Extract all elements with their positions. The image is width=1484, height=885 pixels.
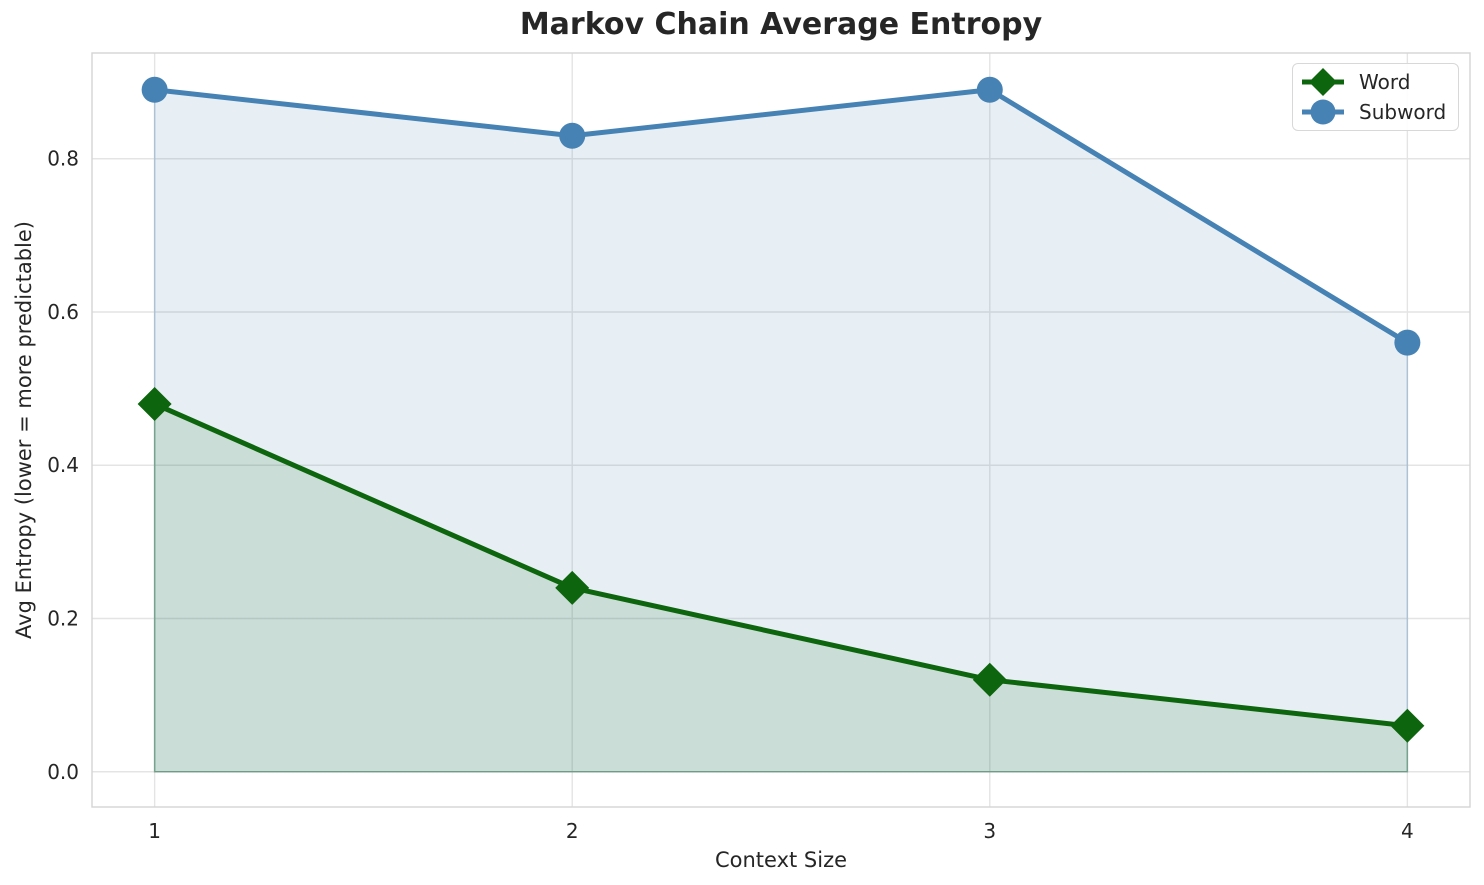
word-marker (137, 386, 172, 421)
plot-border (91, 52, 1471, 808)
word-marker (555, 570, 590, 605)
subword-circle-icon (1302, 99, 1344, 125)
subword-marker (141, 76, 168, 103)
subword-marker (976, 76, 1003, 103)
word-marker (1390, 708, 1425, 743)
legend-item-subword: Subword (1299, 97, 1446, 127)
x-tick-label: 3 (983, 819, 996, 843)
x-tick-label: 2 (566, 819, 579, 843)
chart-title: Markov Chain Average Entropy (519, 7, 1043, 42)
y-tick-label: 0.0 (47, 760, 79, 784)
x-axis-label: Context Size (714, 848, 848, 872)
subword-line (154, 87, 1409, 345)
y-tick-label: 0.6 (47, 300, 79, 324)
legend-label-word: Word (1359, 70, 1411, 94)
word-line (153, 401, 1408, 729)
y-tick-label: 0.2 (47, 607, 79, 631)
y-tick-label: 0.4 (47, 453, 79, 477)
y-tick-label: 0.8 (47, 147, 79, 171)
y-axis-label: Avg Entropy (lower = more predictable) (12, 221, 36, 639)
legend-item-word: Word (1299, 67, 1446, 97)
x-tick-label: 4 (1401, 819, 1414, 843)
legend: Word Subword (1292, 63, 1460, 131)
subword-marker (1394, 329, 1421, 356)
word-diamond-icon (1302, 68, 1344, 96)
word-marker (972, 662, 1007, 697)
legend-label-subword: Subword (1359, 100, 1447, 124)
subword-marker (559, 122, 586, 149)
x-tick-label: 1 (148, 819, 161, 843)
